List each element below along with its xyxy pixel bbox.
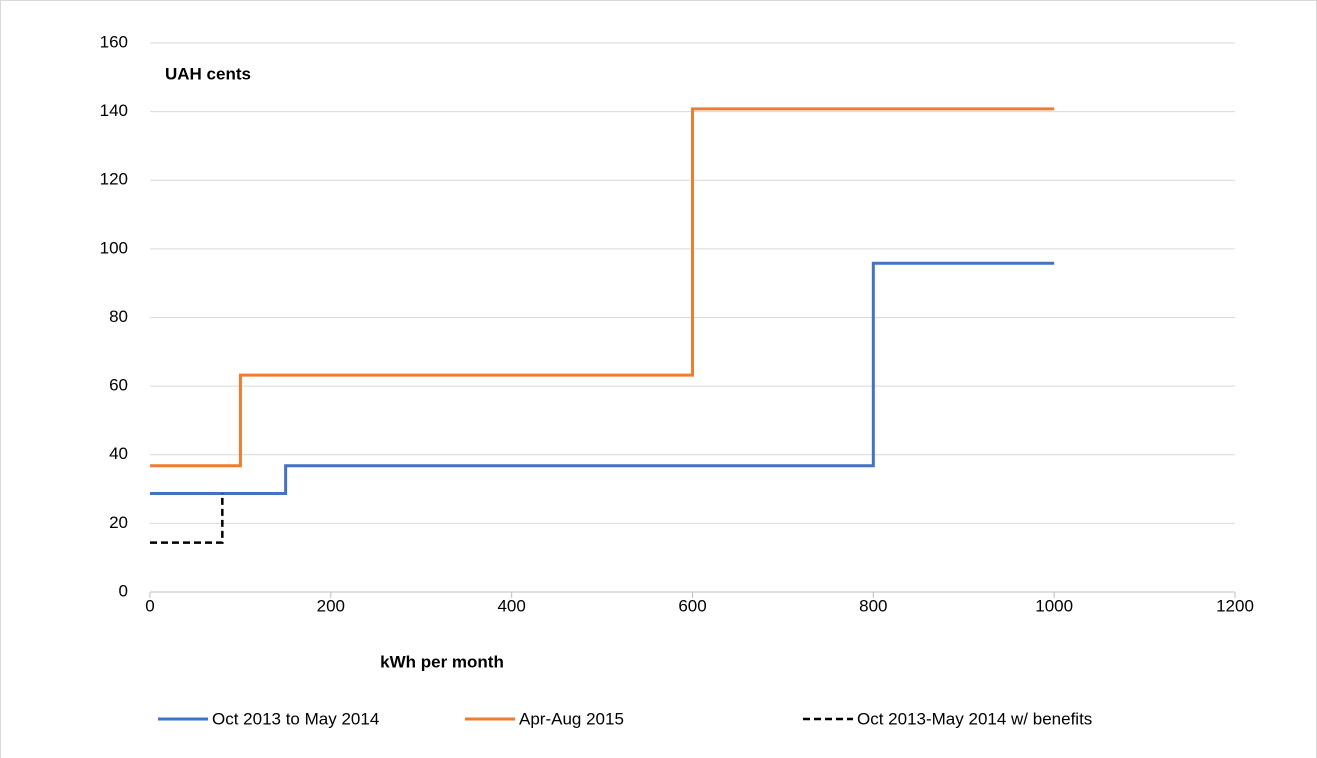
x-tick-label: 200	[317, 596, 345, 615]
series-line	[150, 107, 1055, 468]
y-tick-label: 80	[109, 307, 128, 326]
y-tick-label: 140	[100, 101, 128, 120]
series-line	[150, 493, 224, 544]
y-tick-label: 120	[100, 170, 128, 189]
x-tick-label: 1000	[1035, 596, 1073, 615]
x-tick-label: 400	[497, 596, 525, 615]
y-tick-label: 60	[109, 376, 128, 395]
y-tick-label: 40	[109, 444, 128, 463]
x-tick-label: 1200	[1216, 596, 1254, 615]
legend-label: Oct 2013 to May 2014	[212, 709, 379, 728]
y-tick-label: 160	[100, 32, 128, 51]
legend-label: Oct 2013-May 2014 w/ benefits	[857, 709, 1092, 728]
x-tick-label: 0	[145, 596, 154, 615]
x-axis-label: kWh per month	[380, 652, 504, 671]
legend-label: Apr-Aug 2015	[519, 709, 624, 728]
x-tick-label: 600	[678, 596, 706, 615]
y-tick-label: 100	[100, 238, 128, 257]
series-line	[150, 261, 1055, 496]
y-tick-label: 0	[119, 581, 128, 600]
annotation: UAH cents	[165, 64, 251, 83]
x-tick-label: 800	[859, 596, 887, 615]
y-tick-label: 20	[109, 513, 128, 532]
